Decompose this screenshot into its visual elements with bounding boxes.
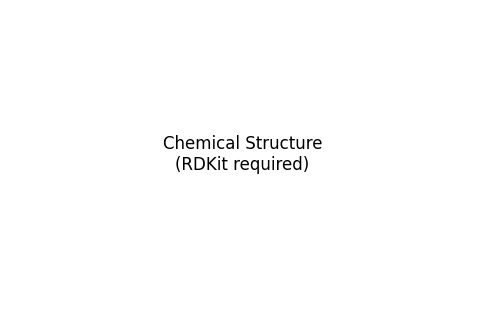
Text: Chemical Structure
(RDKit required): Chemical Structure (RDKit required) <box>163 135 321 174</box>
